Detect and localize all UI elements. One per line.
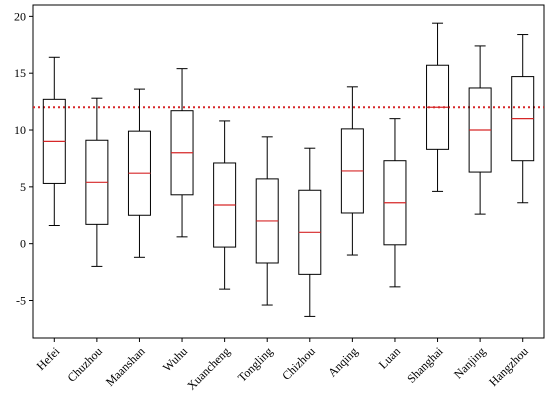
box-xuancheng	[213, 120, 237, 290]
box-hefei	[42, 56, 66, 226]
plot-frame	[32, 4, 545, 339]
y-tick-label: -5	[16, 293, 26, 307]
y-tick-label: 10	[14, 123, 26, 137]
box-anqing	[340, 86, 364, 256]
box-wuhu	[170, 68, 194, 238]
box-chizhou	[298, 147, 322, 317]
x-tick-label: Hangzhou	[486, 344, 531, 389]
box-luan	[383, 118, 407, 288]
x-tick-label: Nanjing	[451, 344, 488, 381]
box-shanghai	[426, 22, 450, 192]
y-tick-label: 5	[20, 180, 26, 194]
box-nanjing	[468, 45, 492, 215]
x-tick-label: Maanshan	[103, 344, 148, 389]
box-maanshan	[127, 88, 151, 258]
box-chuzhou	[85, 97, 109, 267]
x-tick-label: Chuzhou	[64, 344, 105, 385]
x-tick-label: Hefei	[34, 344, 63, 373]
x-tick-label: Chizhou	[279, 344, 318, 383]
boxes-group	[42, 22, 535, 317]
x-tick-label: Tongling	[235, 344, 275, 384]
x-tick-label: Shanghai	[404, 344, 446, 386]
x-tick-label: Luan	[376, 344, 403, 371]
box-tongling	[255, 136, 279, 306]
box-hangzhou	[511, 34, 535, 204]
x-tick-label: Anqing	[325, 344, 360, 379]
x-tick-label: Wuhu	[160, 344, 190, 374]
y-tick-label: 15	[14, 66, 26, 80]
x-tick-label: Xuancheng	[184, 344, 233, 393]
y-tick-label: 20	[14, 9, 26, 23]
y-axis: -5 0 5 10 15 20	[14, 9, 33, 307]
y-tick-label: 0	[20, 237, 26, 251]
